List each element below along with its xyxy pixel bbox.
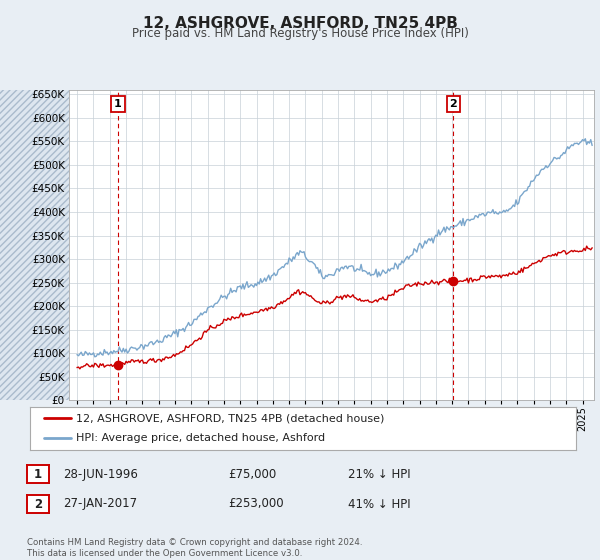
Text: 1: 1 — [34, 468, 42, 481]
Text: 41% ↓ HPI: 41% ↓ HPI — [348, 497, 410, 511]
Text: 1: 1 — [114, 99, 122, 109]
Text: HPI: Average price, detached house, Ashford: HPI: Average price, detached house, Ashf… — [76, 433, 326, 443]
Text: £75,000: £75,000 — [228, 468, 276, 481]
Text: 28-JUN-1996: 28-JUN-1996 — [63, 468, 138, 481]
Text: 12, ASHGROVE, ASHFORD, TN25 4PB (detached house): 12, ASHGROVE, ASHFORD, TN25 4PB (detache… — [76, 413, 385, 423]
Text: 21% ↓ HPI: 21% ↓ HPI — [348, 468, 410, 481]
Text: £253,000: £253,000 — [228, 497, 284, 511]
Text: 12, ASHGROVE, ASHFORD, TN25 4PB: 12, ASHGROVE, ASHFORD, TN25 4PB — [143, 16, 457, 31]
Text: 2: 2 — [34, 497, 42, 511]
Text: 27-JAN-2017: 27-JAN-2017 — [63, 497, 137, 511]
Text: Price paid vs. HM Land Registry's House Price Index (HPI): Price paid vs. HM Land Registry's House … — [131, 27, 469, 40]
Text: 2: 2 — [449, 99, 457, 109]
Text: Contains HM Land Registry data © Crown copyright and database right 2024.
This d: Contains HM Land Registry data © Crown c… — [27, 538, 362, 558]
